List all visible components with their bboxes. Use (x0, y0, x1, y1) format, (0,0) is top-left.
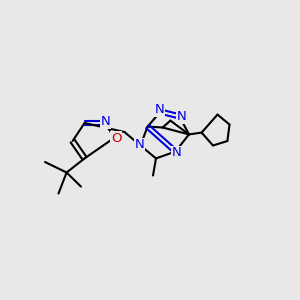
Text: N: N (135, 138, 145, 152)
Text: N: N (155, 103, 165, 116)
Text: N: N (172, 146, 182, 160)
Text: O: O (111, 131, 121, 145)
Text: N: N (101, 115, 110, 128)
Text: N: N (176, 110, 186, 123)
